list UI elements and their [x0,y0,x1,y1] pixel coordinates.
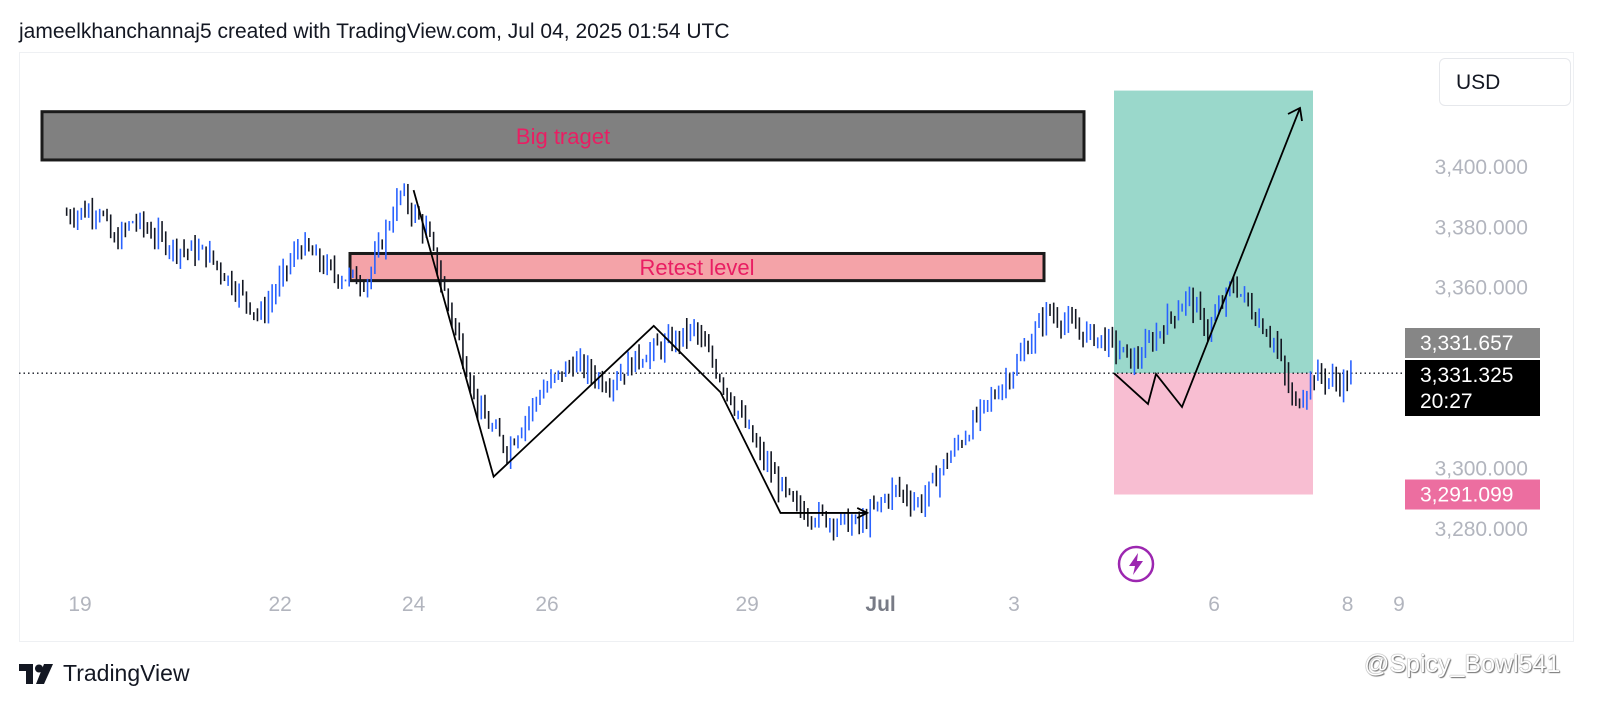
currency-selector[interactable]: USD [1439,58,1571,106]
axis-layer: 3,280.000 3,300.000 3,360.000 3,380.000 3,40… [68,156,1540,616]
x-tick-label: 8 [1342,593,1354,616]
overlay-layer [412,106,1303,519]
candles-layer [65,183,1352,541]
x-tick-label: 26 [535,593,558,616]
y-tick-label: 3,300.000 [1435,458,1528,481]
zone-box [40,110,1086,162]
projection-path [412,189,868,514]
forecast-path [1113,107,1301,409]
x-tick-label: 6 [1208,593,1220,616]
chart-frame [19,52,1574,642]
price-tag-label: 3,291.099 [1420,484,1513,507]
x-tick-label: 3 [1008,593,1020,616]
tradingview-logo-text: TradingView [63,660,190,686]
x-tick-label: 19 [68,593,91,616]
y-tick-label: 3,380.000 [1435,216,1528,239]
zone-box [348,251,1046,283]
y-tick-label: 3,360.000 [1435,277,1528,300]
x-tick-label: 9 [1393,593,1405,616]
projection-arrowhead [856,507,870,519]
zone-label: Retest level [640,255,755,280]
price-tag [1405,328,1540,358]
forecast-arrowhead [1287,106,1303,122]
x-tick-label: Jul [865,593,895,616]
price-tag-label: 3,331.325 [1420,364,1513,387]
y-tick-label: 3,280.000 [1435,518,1528,541]
price-tag-label: 3,331.657 [1420,332,1513,355]
profit-zone [1114,90,1313,374]
chart-attribution: jameelkhanchannaj5 created with TradingV… [19,20,730,43]
loss-zone [1114,373,1313,495]
lightning-icon[interactable] [1117,545,1155,583]
y-tick-label: 3,400.000 [1435,156,1528,179]
price-tag [1405,479,1540,510]
x-tick-label: 29 [735,593,758,616]
x-tick-label: 22 [268,593,291,616]
zones-layer: Big traget Retest level [19,90,1405,495]
zone-label: Big traget [516,124,610,149]
creator-watermark: @Spicy_Bowl541 [1364,650,1561,678]
price-tag [1405,360,1540,416]
tradingview-logo[interactable]: TradingView [19,660,190,687]
countdown-label: 20:27 [1420,390,1473,413]
tradingview-logo-icon [19,663,53,684]
x-tick-label: 24 [402,593,426,616]
